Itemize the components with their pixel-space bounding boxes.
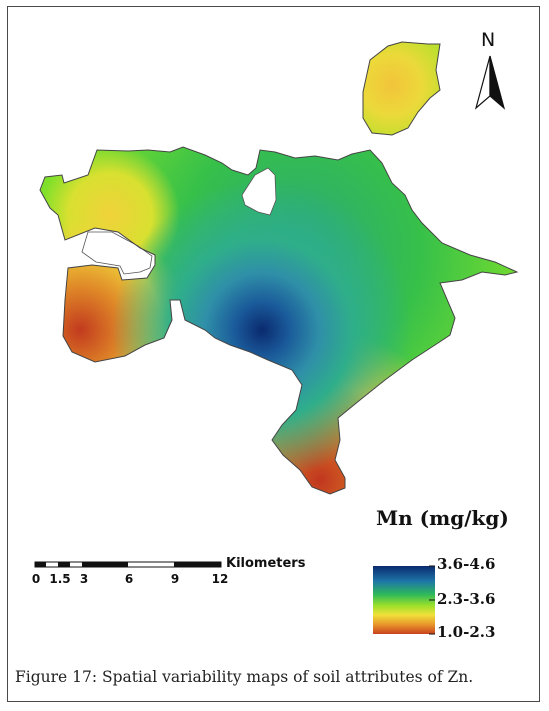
legend-label-mid: 2.3-3.6 <box>437 590 496 608</box>
excluded-area-west <box>81 231 153 275</box>
scale-units: Kilometers <box>226 556 306 571</box>
figure-caption: Figure 17: Spatial variability maps of s… <box>15 668 535 686</box>
legend-title: Mn (mg/kg) <box>376 506 509 530</box>
scale-tick-6: 6 <box>124 572 134 586</box>
north-arrow-icon <box>474 55 506 110</box>
main-region <box>40 147 517 494</box>
scale-tick-1-5: 1.5 <box>49 572 71 586</box>
caption-label: Figure 17 <box>15 668 92 686</box>
scale-bar <box>34 561 222 568</box>
scale-tick-0: 0 <box>31 572 41 586</box>
caption-text: : Spatial variability maps of soil attri… <box>91 668 474 686</box>
north-label: N <box>481 29 496 51</box>
scale-tick-3: 3 <box>79 572 89 586</box>
main-region-outline <box>39 146 519 495</box>
legend-color-ramp <box>373 566 435 634</box>
scale-tick-12: 12 <box>211 572 229 586</box>
excluded-area-north <box>241 167 277 216</box>
legend-label-low: 1.0-2.3 <box>437 623 496 641</box>
scale-tick-9: 9 <box>170 572 180 586</box>
legend-label-high: 3.6-4.6 <box>437 555 496 573</box>
northeast-island-outline <box>362 41 441 136</box>
